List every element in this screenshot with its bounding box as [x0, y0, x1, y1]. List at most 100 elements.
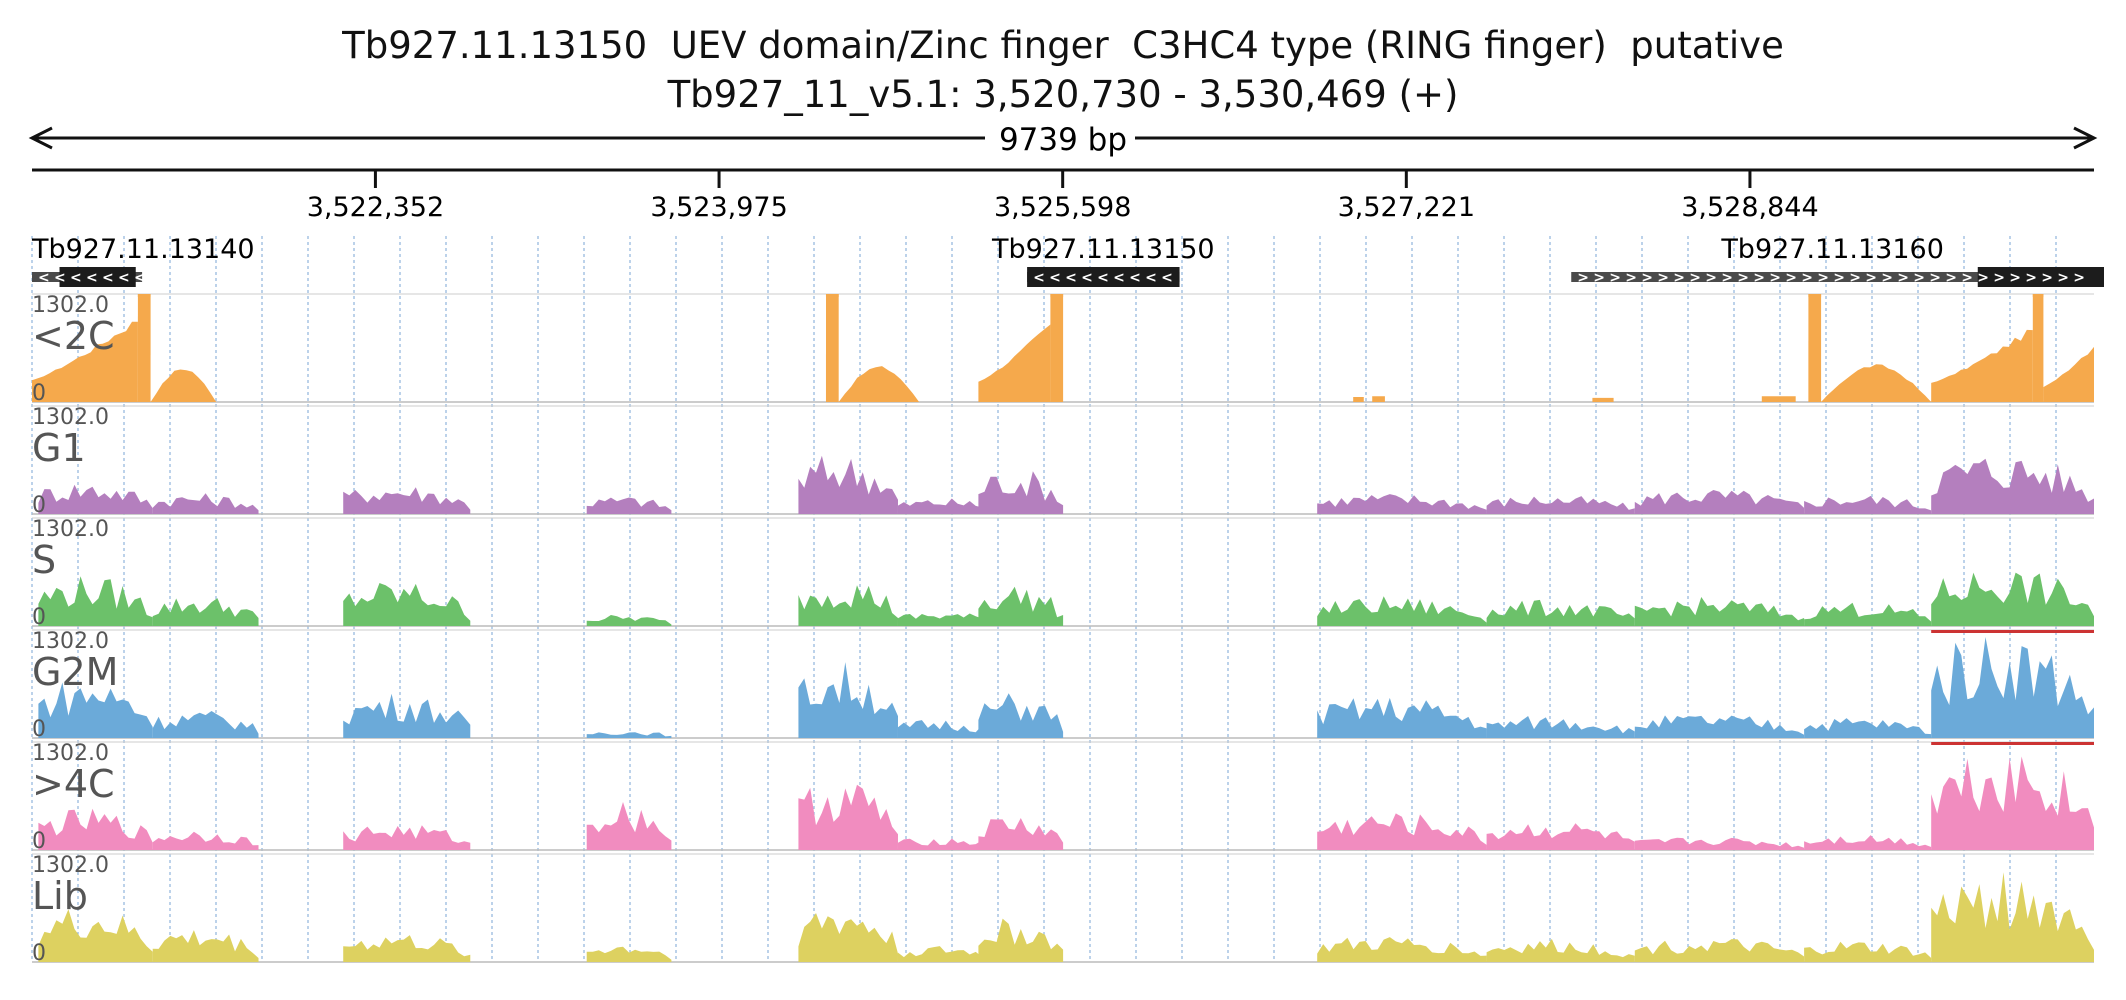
track-signal	[1931, 872, 2094, 962]
track-signal	[978, 818, 1064, 850]
track-signal	[1634, 490, 1805, 514]
strand-chevron: >	[1833, 270, 1845, 286]
track-signal	[1808, 294, 1822, 402]
track-ymax-label: 1302.0	[32, 405, 109, 430]
track-signal	[586, 946, 672, 962]
track-signal	[1317, 494, 1487, 514]
track-name: S	[32, 538, 56, 582]
strand-chevron: <	[118, 270, 130, 286]
track-signal	[343, 487, 471, 514]
track-signal	[1317, 937, 1487, 962]
gene-body	[1571, 272, 2094, 282]
track-signal	[152, 598, 259, 626]
track-signal	[1761, 396, 1796, 402]
strand-chevron: >	[1881, 270, 1893, 286]
strand-chevron: >	[1961, 270, 1973, 286]
strand-chevron: <	[1145, 270, 1157, 286]
track-signal	[1634, 597, 1805, 626]
x-tick-label: 3,525,598	[994, 192, 1131, 223]
track-signal	[897, 946, 1000, 962]
track-signal	[1931, 637, 2094, 738]
clip-marker	[1808, 294, 1822, 297]
strand-chevron: <	[1097, 270, 1109, 286]
track-ymin-label: 0	[32, 829, 46, 854]
track-signal	[1634, 939, 1805, 962]
track-S: 1302.0 0 S	[32, 517, 2094, 630]
strand-chevron: >	[1993, 270, 2005, 286]
track-G1: 1302.0 0 G1	[32, 405, 2094, 518]
track-signal	[1804, 835, 1932, 850]
track-signal	[978, 324, 1051, 402]
track-ymax-label: 1302.0	[32, 741, 109, 766]
gene-cds	[1027, 267, 1180, 287]
track-signal	[343, 825, 471, 850]
strand-chevron: >	[1849, 270, 1861, 286]
track-signal	[586, 497, 672, 514]
coordinate-axis: 3,522,352 3,523,975 3,525,598 3,527,221 3,52…	[32, 168, 2094, 223]
track-signal	[1592, 397, 1614, 402]
track-signal	[1931, 572, 2094, 626]
strand-chevron: >	[2009, 270, 2021, 286]
track-ymin-label: 0	[32, 381, 46, 406]
strand-chevron: <	[1113, 270, 1125, 286]
strand-chevron: <	[1161, 270, 1173, 286]
strand-chevron: >	[1785, 270, 1797, 286]
track-signal	[1353, 397, 1364, 402]
track-name: >4C	[32, 762, 115, 806]
track-signal	[586, 615, 672, 626]
track-signal	[1050, 294, 1064, 402]
grid-lines	[31, 236, 2057, 960]
track-signal	[897, 720, 1000, 738]
track-signal	[1486, 716, 1635, 738]
strand-chevron: >	[1801, 270, 1813, 286]
strand-chevron: <	[54, 270, 66, 286]
track-signal	[1821, 364, 1932, 402]
track-signal	[152, 930, 259, 962]
gene-label: Tb927.11.13160	[1720, 234, 1944, 265]
strand-chevron: <	[134, 270, 146, 286]
track-signal	[1804, 718, 1932, 738]
strand-chevron: >	[1913, 270, 1925, 286]
strand-chevron: >	[1865, 270, 1877, 286]
strand-chevron: >	[1945, 270, 1957, 286]
strand-chevron: <	[102, 270, 114, 286]
track-signal	[1634, 715, 1805, 738]
track-ymax-label: 1302.0	[32, 517, 109, 542]
track-signal	[897, 498, 1000, 514]
track-signal	[150, 369, 217, 402]
track-ymax-label: 1302.0	[32, 293, 109, 318]
track-signal	[152, 711, 259, 738]
left-arrowhead	[28, 126, 53, 150]
track-signal	[798, 784, 898, 850]
strand-chevron: >	[2073, 270, 2085, 286]
track-4C: 1302.0 0 >4C	[32, 741, 2094, 854]
strand-chevron: >	[1641, 270, 1653, 286]
strand-chevron: >	[2025, 270, 2037, 286]
strand-chevron: <	[1129, 270, 1141, 286]
track-signal	[343, 693, 471, 738]
track-name: G1	[32, 426, 86, 470]
track-signal	[32, 321, 138, 402]
track-signal	[1486, 938, 1635, 962]
track-signal	[586, 732, 672, 738]
strand-chevron: >	[1769, 270, 1781, 286]
strand-chevron: >	[1737, 270, 1749, 286]
clip-marker	[137, 294, 151, 297]
track-signal	[2032, 294, 2044, 402]
track-signal	[1931, 458, 2094, 514]
track-signal	[38, 576, 153, 626]
track-ymin-label: 0	[32, 717, 46, 742]
track-ymin-label: 0	[32, 941, 46, 966]
strand-chevron: <	[1033, 270, 1045, 286]
track-signal	[38, 484, 153, 514]
span-ruler: 9739 bp	[28, 120, 2098, 158]
track-signal	[798, 662, 898, 738]
track-ymin-label: 0	[32, 605, 46, 630]
track-ymin-label: 0	[32, 493, 46, 518]
clip-marker	[1931, 742, 2094, 745]
track-2C: 1302.0 0 <2C	[32, 293, 2094, 406]
track-signal	[1931, 756, 2094, 850]
strand-chevron: >	[1657, 270, 1669, 286]
x-tick-label: 3,527,221	[1338, 192, 1475, 223]
